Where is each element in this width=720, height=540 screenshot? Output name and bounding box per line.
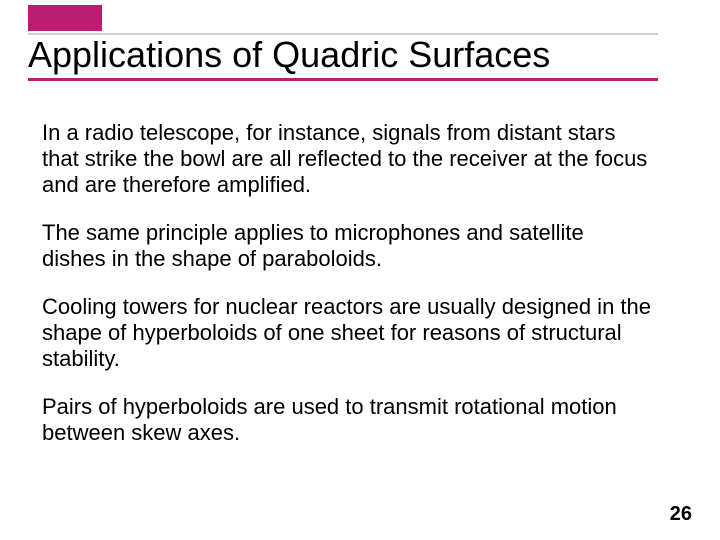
- body-paragraph: The same principle applies to microphone…: [42, 220, 652, 272]
- slide: Applications of Quadric Surfaces In a ra…: [0, 0, 720, 540]
- body-paragraph: Pairs of hyperboloids are used to transm…: [42, 394, 652, 446]
- body-paragraph: In a radio telescope, for instance, sign…: [42, 120, 652, 198]
- slide-title: Applications of Quadric Surfaces: [28, 34, 550, 76]
- page-number: 26: [670, 503, 692, 526]
- body-text: In a radio telescope, for instance, sign…: [42, 120, 652, 468]
- title-underline: [28, 78, 658, 81]
- body-paragraph: Cooling towers for nuclear reactors are …: [42, 294, 652, 372]
- accent-block: [28, 5, 102, 31]
